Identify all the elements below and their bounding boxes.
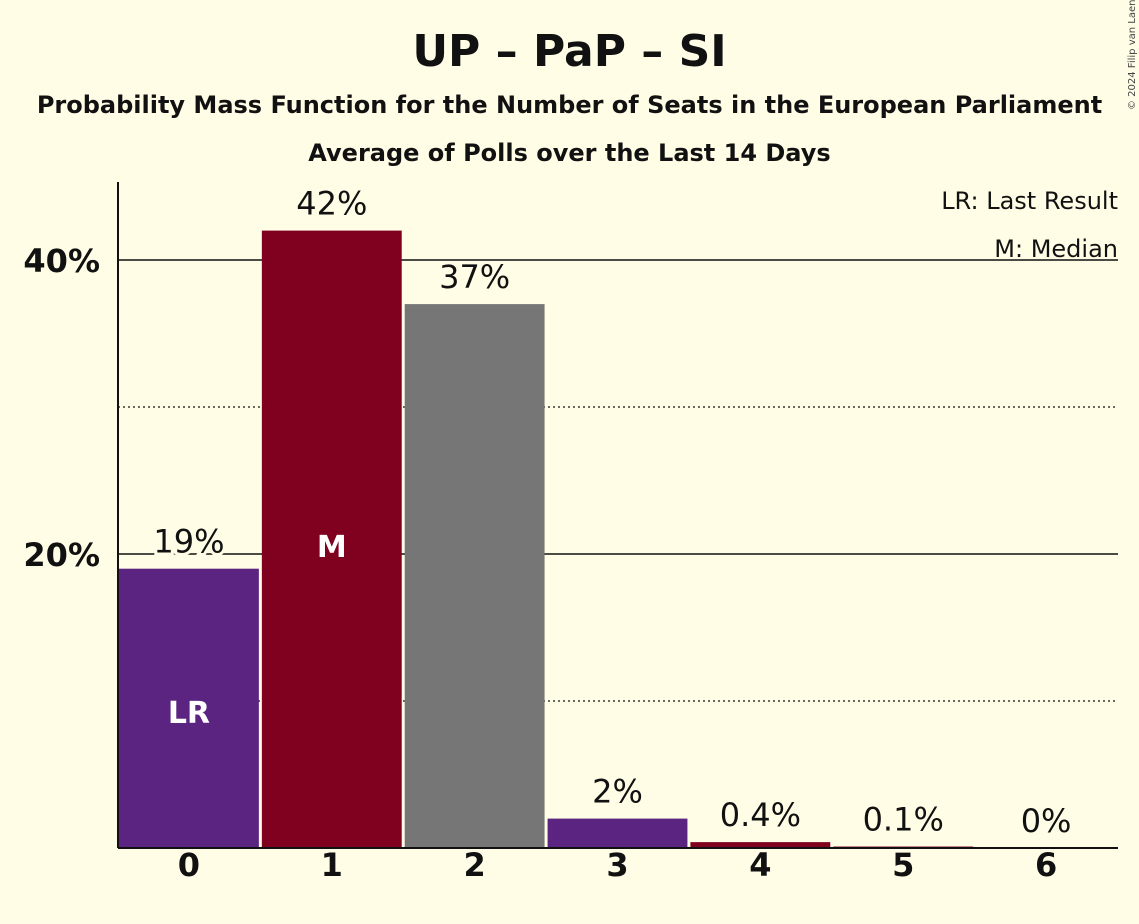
chart-subtitle: Probability Mass Function for the Number… bbox=[37, 91, 1102, 119]
x-tick-label-4: 4 bbox=[749, 846, 771, 884]
chart-subtitle-2: Average of Polls over the Last 14 Days bbox=[308, 139, 830, 167]
y-tick-label-1: 40% bbox=[23, 242, 100, 280]
copyright-notice: © 2024 Filip van Laenen bbox=[1127, 0, 1138, 110]
chart-title: UP – PaP – SI bbox=[412, 26, 726, 77]
legend-last-result: LR: Last Result bbox=[941, 187, 1118, 215]
value-label-2: 37% bbox=[439, 258, 510, 296]
y-tick-label-0: 20% bbox=[23, 536, 100, 574]
value-labels-group: 19% LR 42% M 37% 2% 0.4% 0.1% 0% bbox=[150, 182, 1074, 843]
value-label-0: 19% bbox=[153, 523, 224, 561]
value-label-1: 42% bbox=[296, 185, 367, 223]
bars-group bbox=[119, 230, 974, 849]
x-tick-label-1: 1 bbox=[321, 846, 343, 884]
value-label-4: 0.4% bbox=[720, 796, 801, 834]
value-label-5: 0.1% bbox=[863, 801, 944, 839]
bar-3 bbox=[547, 818, 688, 848]
x-tick-label-0: 0 bbox=[178, 846, 200, 884]
bar-0 bbox=[119, 568, 259, 848]
bar-4 bbox=[690, 842, 831, 848]
x-tick-label-3: 3 bbox=[606, 846, 628, 884]
bar-inner-label-1: M bbox=[317, 530, 347, 565]
x-tick-label-2: 2 bbox=[464, 846, 486, 884]
value-label-6: 0% bbox=[1021, 802, 1072, 840]
x-tick-label-6: 6 bbox=[1035, 846, 1057, 884]
bar-1 bbox=[261, 230, 402, 849]
bar-2 bbox=[404, 304, 545, 849]
bar-inner-label-0: LR bbox=[168, 696, 210, 731]
legend-median: M: Median bbox=[994, 235, 1118, 263]
axes-group: 20% 40% 0 1 2 3 4 5 6 bbox=[23, 182, 1118, 884]
x-tick-label-5: 5 bbox=[892, 846, 914, 884]
value-label-3: 2% bbox=[592, 773, 643, 811]
